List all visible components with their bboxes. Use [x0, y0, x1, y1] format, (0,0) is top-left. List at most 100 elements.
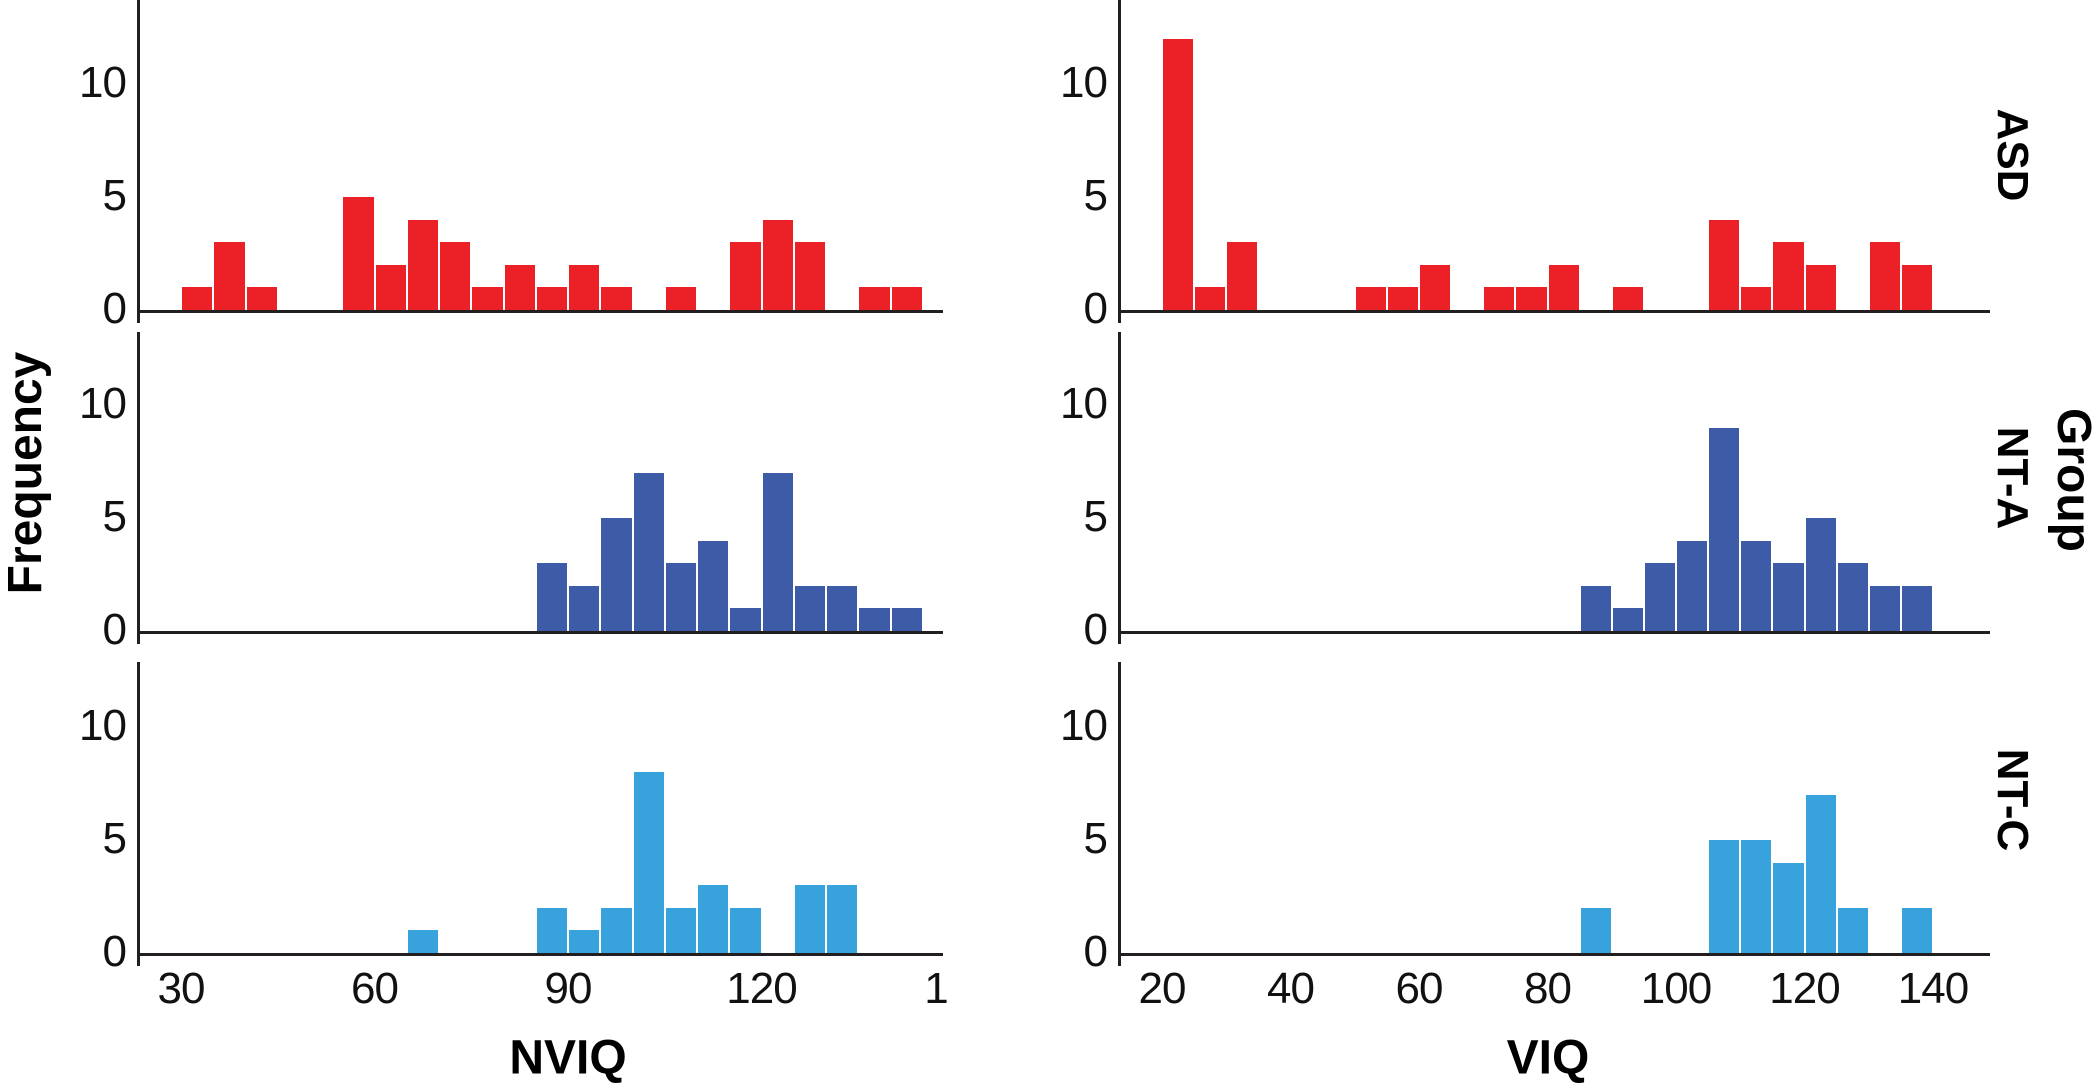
histogram-bar [1837, 907, 1868, 953]
histogram-bar [794, 585, 825, 631]
histogram-bar [730, 608, 761, 631]
histogram-bar [1420, 264, 1451, 310]
y-tick-label: 0 [102, 605, 127, 655]
histogram-bar [1580, 907, 1611, 953]
histogram-bar [827, 585, 858, 631]
x-tick-label: 20 [1138, 964, 1187, 1013]
histogram-bar [665, 287, 696, 310]
histogram-bar [1612, 287, 1643, 310]
histogram-bar [472, 287, 503, 310]
histogram-bar [440, 242, 471, 310]
histogram-bar [1163, 38, 1194, 310]
plot-x-axis [137, 631, 943, 634]
histogram-bar [1869, 242, 1900, 310]
histogram-bar [601, 287, 632, 310]
histogram-bar [182, 287, 213, 310]
y-axis-title-frequency: Frequency [0, 351, 52, 595]
histogram-bar [504, 264, 535, 310]
histogram-bar [1741, 540, 1772, 631]
histogram-bar [1227, 242, 1258, 310]
y-tick-label: 0 [1083, 284, 1108, 334]
right-axis-title-group: Group [2047, 408, 2100, 552]
y-tick-label: 5 [102, 492, 127, 542]
histogram-bar [1548, 264, 1579, 310]
row-label-asd: ASD [1988, 108, 2037, 202]
histogram-bar [1901, 907, 1932, 953]
histogram-bar [536, 287, 567, 310]
row-label-nt-a: NT-A [1988, 426, 2037, 530]
plot-x-axis [1118, 953, 1990, 956]
plot-y-axis [1118, 662, 1121, 966]
plot-x-axis [137, 953, 943, 956]
x-tick-label: 1 [924, 964, 949, 1013]
histogram-bar [1709, 219, 1740, 310]
y-tick-label: 10 [79, 58, 127, 108]
histogram-bar [1901, 585, 1932, 631]
x-tick-label: 140 [1897, 964, 1969, 1013]
y-tick-label: 10 [79, 701, 127, 751]
histogram-bar [698, 540, 729, 631]
histogram-bar [794, 242, 825, 310]
y-tick-label: 5 [1083, 171, 1108, 221]
x-tick-label: 60 [351, 964, 399, 1013]
plot-y-axis [1118, 332, 1121, 644]
histogram-bar [1709, 840, 1740, 953]
histogram-bar [1355, 287, 1386, 310]
y-tick-label: 0 [102, 927, 127, 977]
y-tick-label: 5 [102, 171, 127, 221]
histogram-bar [1644, 563, 1675, 631]
y-tick-label: 10 [1060, 58, 1108, 108]
histogram-bar [536, 907, 567, 953]
plot-y-axis [137, 0, 140, 323]
histogram-bar [601, 518, 632, 631]
histogram-bar [1805, 794, 1836, 953]
y-tick-label: 0 [102, 284, 127, 334]
histogram-bar [1484, 287, 1515, 310]
histogram-bar [343, 197, 374, 310]
histogram-bar [665, 907, 696, 953]
histogram-bar [1677, 540, 1708, 631]
histogram-bar [1741, 840, 1772, 953]
y-tick-label: 5 [1083, 814, 1108, 864]
histogram-bar [633, 472, 664, 631]
y-tick-label: 0 [1083, 605, 1108, 655]
histogram-bar [375, 264, 406, 310]
histogram-bar [859, 608, 890, 631]
x-axis-title-viq: VIQ [1506, 1031, 1590, 1085]
histogram-bar [601, 907, 632, 953]
x-tick-label: 120 [726, 964, 797, 1013]
histogram-bar [1805, 518, 1836, 631]
histogram-bar [246, 287, 277, 310]
y-tick-label: 0 [1083, 927, 1108, 977]
histogram-bar [762, 472, 793, 631]
histogram-bar [569, 585, 600, 631]
row-label-nt-c: NT-C [1988, 748, 2037, 852]
x-tick-label: 60 [1395, 964, 1444, 1013]
histogram-bar [1869, 585, 1900, 631]
histogram-bar [891, 287, 922, 310]
histogram-bar [1773, 862, 1804, 953]
histogram-bar [859, 287, 890, 310]
histogram-bar [1580, 585, 1611, 631]
histogram-bar [407, 930, 438, 953]
histogram-bar [1516, 287, 1547, 310]
histogram-bar [1709, 427, 1740, 631]
histogram-bar [569, 264, 600, 310]
histogram-bar [891, 608, 922, 631]
histogram-bar [730, 907, 761, 953]
histogram-bar [1773, 563, 1804, 631]
x-tick-label: 30 [157, 964, 206, 1013]
y-tick-label: 5 [1083, 492, 1108, 542]
x-tick-label: 80 [1524, 964, 1572, 1013]
histogram-bar [1805, 264, 1836, 310]
histogram-bar [1195, 287, 1226, 310]
plot-y-axis [137, 662, 140, 966]
histogram-bar [1387, 287, 1418, 310]
x-tick-label: 40 [1267, 964, 1315, 1013]
histogram-bar [730, 242, 761, 310]
y-tick-label: 5 [102, 814, 127, 864]
